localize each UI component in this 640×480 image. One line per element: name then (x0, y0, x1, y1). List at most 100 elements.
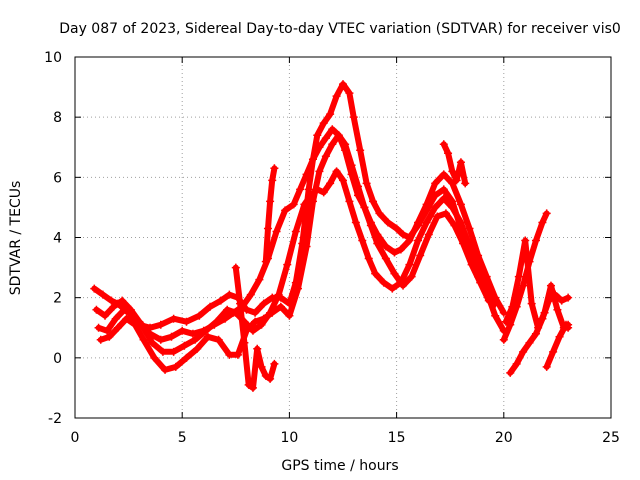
data-point-plus-marker (347, 161, 356, 170)
data-point-plus-marker (236, 299, 245, 308)
grid (75, 57, 611, 418)
data-point-plus-marker (345, 89, 354, 98)
data-point-plus-marker (332, 92, 341, 101)
x-tick-label: 15 (388, 430, 406, 446)
data-point-plus-marker (296, 185, 305, 194)
data-point-plus-marker (448, 203, 457, 212)
data-point-plus-marker (542, 209, 551, 218)
x-axis-title: GPS time / hours (281, 458, 398, 474)
data-point-plus-marker (263, 224, 272, 233)
data-point-plus-marker (414, 218, 423, 227)
data-point-plus-marker (270, 359, 279, 368)
data-point-plus-marker (527, 299, 536, 308)
data-point-plus-marker (444, 149, 453, 158)
data-point-plus-marker (261, 257, 270, 266)
data-point-plus-marker (182, 317, 191, 326)
data-point-plus-marker (266, 197, 275, 206)
data-point-plus-marker (308, 155, 317, 164)
data-point-plus-marker (113, 323, 122, 332)
data-point-plus-marker (456, 200, 465, 209)
data-point-plus-marker (259, 299, 268, 308)
data-point-plus-marker (484, 296, 493, 305)
data-point-plus-marker (171, 362, 180, 371)
data-point-plus-marker (339, 176, 347, 185)
data-point-plus-marker (328, 140, 337, 149)
data-point-plus-marker (379, 278, 388, 287)
x-tick-label: 5 (178, 430, 187, 446)
data-point-plus-marker (150, 353, 159, 362)
data-point-plus-marker (105, 332, 114, 341)
data-point-plus-marker (439, 140, 448, 149)
data-point-plus-marker (476, 278, 485, 287)
x-tick-label: 10 (280, 430, 298, 446)
data-point-plus-marker (549, 347, 558, 356)
data-point-plus-marker (499, 308, 508, 317)
data-point-plus-marker (321, 152, 330, 161)
data-point-plus-marker (399, 281, 408, 290)
data-point-plus-marker (388, 284, 397, 293)
data-point-plus-marker (212, 317, 221, 326)
data-point-plus-marker (399, 230, 408, 239)
series-track-9 (231, 263, 279, 392)
data-point-plus-marker (540, 308, 549, 317)
data-point-plus-marker (308, 197, 317, 206)
data-point-plus-marker (276, 302, 285, 311)
data-point-plus-marker (193, 344, 202, 353)
data-point-plus-marker (244, 380, 253, 389)
data-point-plus-marker (266, 374, 275, 383)
axis-ticks: 0 5 10 15 20 25 -2 0 2 4 6 8 10 (44, 50, 620, 446)
data-point-plus-marker (90, 284, 99, 293)
y-tick-label: 4 (53, 231, 62, 247)
data-point-plus-marker (233, 350, 242, 359)
data-point-plus-marker (240, 338, 249, 347)
data-point-plus-marker (248, 383, 257, 392)
x-tick-label: 20 (495, 430, 513, 446)
data-point-plus-marker (302, 170, 311, 179)
data-point-plus-marker (514, 272, 523, 281)
data-point-plus-marker (351, 218, 360, 227)
data-point-plus-marker (564, 293, 573, 302)
data-point-plus-marker (246, 290, 255, 299)
data-point-plus-marker (225, 350, 234, 359)
series-track-1 (90, 80, 508, 335)
series-track-10 (261, 164, 279, 266)
data-point-plus-marker (461, 179, 470, 188)
data-point-plus-marker (206, 302, 215, 311)
data-point-plus-marker (465, 224, 474, 233)
data-point-plus-marker (525, 338, 534, 347)
series-line (232, 264, 278, 391)
series-line (543, 321, 572, 370)
data-point-plus-marker (203, 332, 212, 341)
data-point-plus-marker (362, 179, 371, 188)
data-point-plus-marker (169, 347, 178, 356)
y-tick-label: 0 (53, 351, 62, 367)
data-point-plus-marker (111, 314, 120, 323)
data-point-plus-marker (521, 236, 530, 245)
data-point-plus-marker (315, 167, 324, 176)
data-point-plus-marker (531, 329, 540, 338)
series-line (97, 132, 492, 373)
data-point-plus-marker (459, 239, 468, 248)
y-tick-label: 6 (53, 170, 62, 186)
data-point-plus-marker (118, 296, 127, 305)
data-point-plus-marker (156, 320, 165, 329)
data-point-plus-marker (180, 341, 189, 350)
data-point-plus-marker (148, 338, 157, 347)
data-point-plus-marker (101, 311, 110, 320)
data-point-plus-marker (531, 236, 540, 245)
data-point-plus-marker (158, 347, 167, 356)
y-tick-label: 10 (44, 50, 62, 66)
data-point-plus-marker (405, 260, 414, 269)
data-point-plus-marker (356, 146, 365, 155)
data-point-plus-marker (422, 200, 431, 209)
data-point-plus-marker (349, 113, 358, 122)
data-point-plus-marker (122, 314, 131, 323)
data-point-plus-marker (390, 269, 399, 278)
data-point-plus-marker (94, 323, 103, 332)
data-point-plus-marker (433, 212, 442, 221)
data-point-plus-marker (396, 245, 405, 254)
data-point-plus-marker (450, 221, 459, 230)
data-point-plus-marker (156, 335, 165, 344)
data-point-plus-marker (506, 368, 515, 377)
